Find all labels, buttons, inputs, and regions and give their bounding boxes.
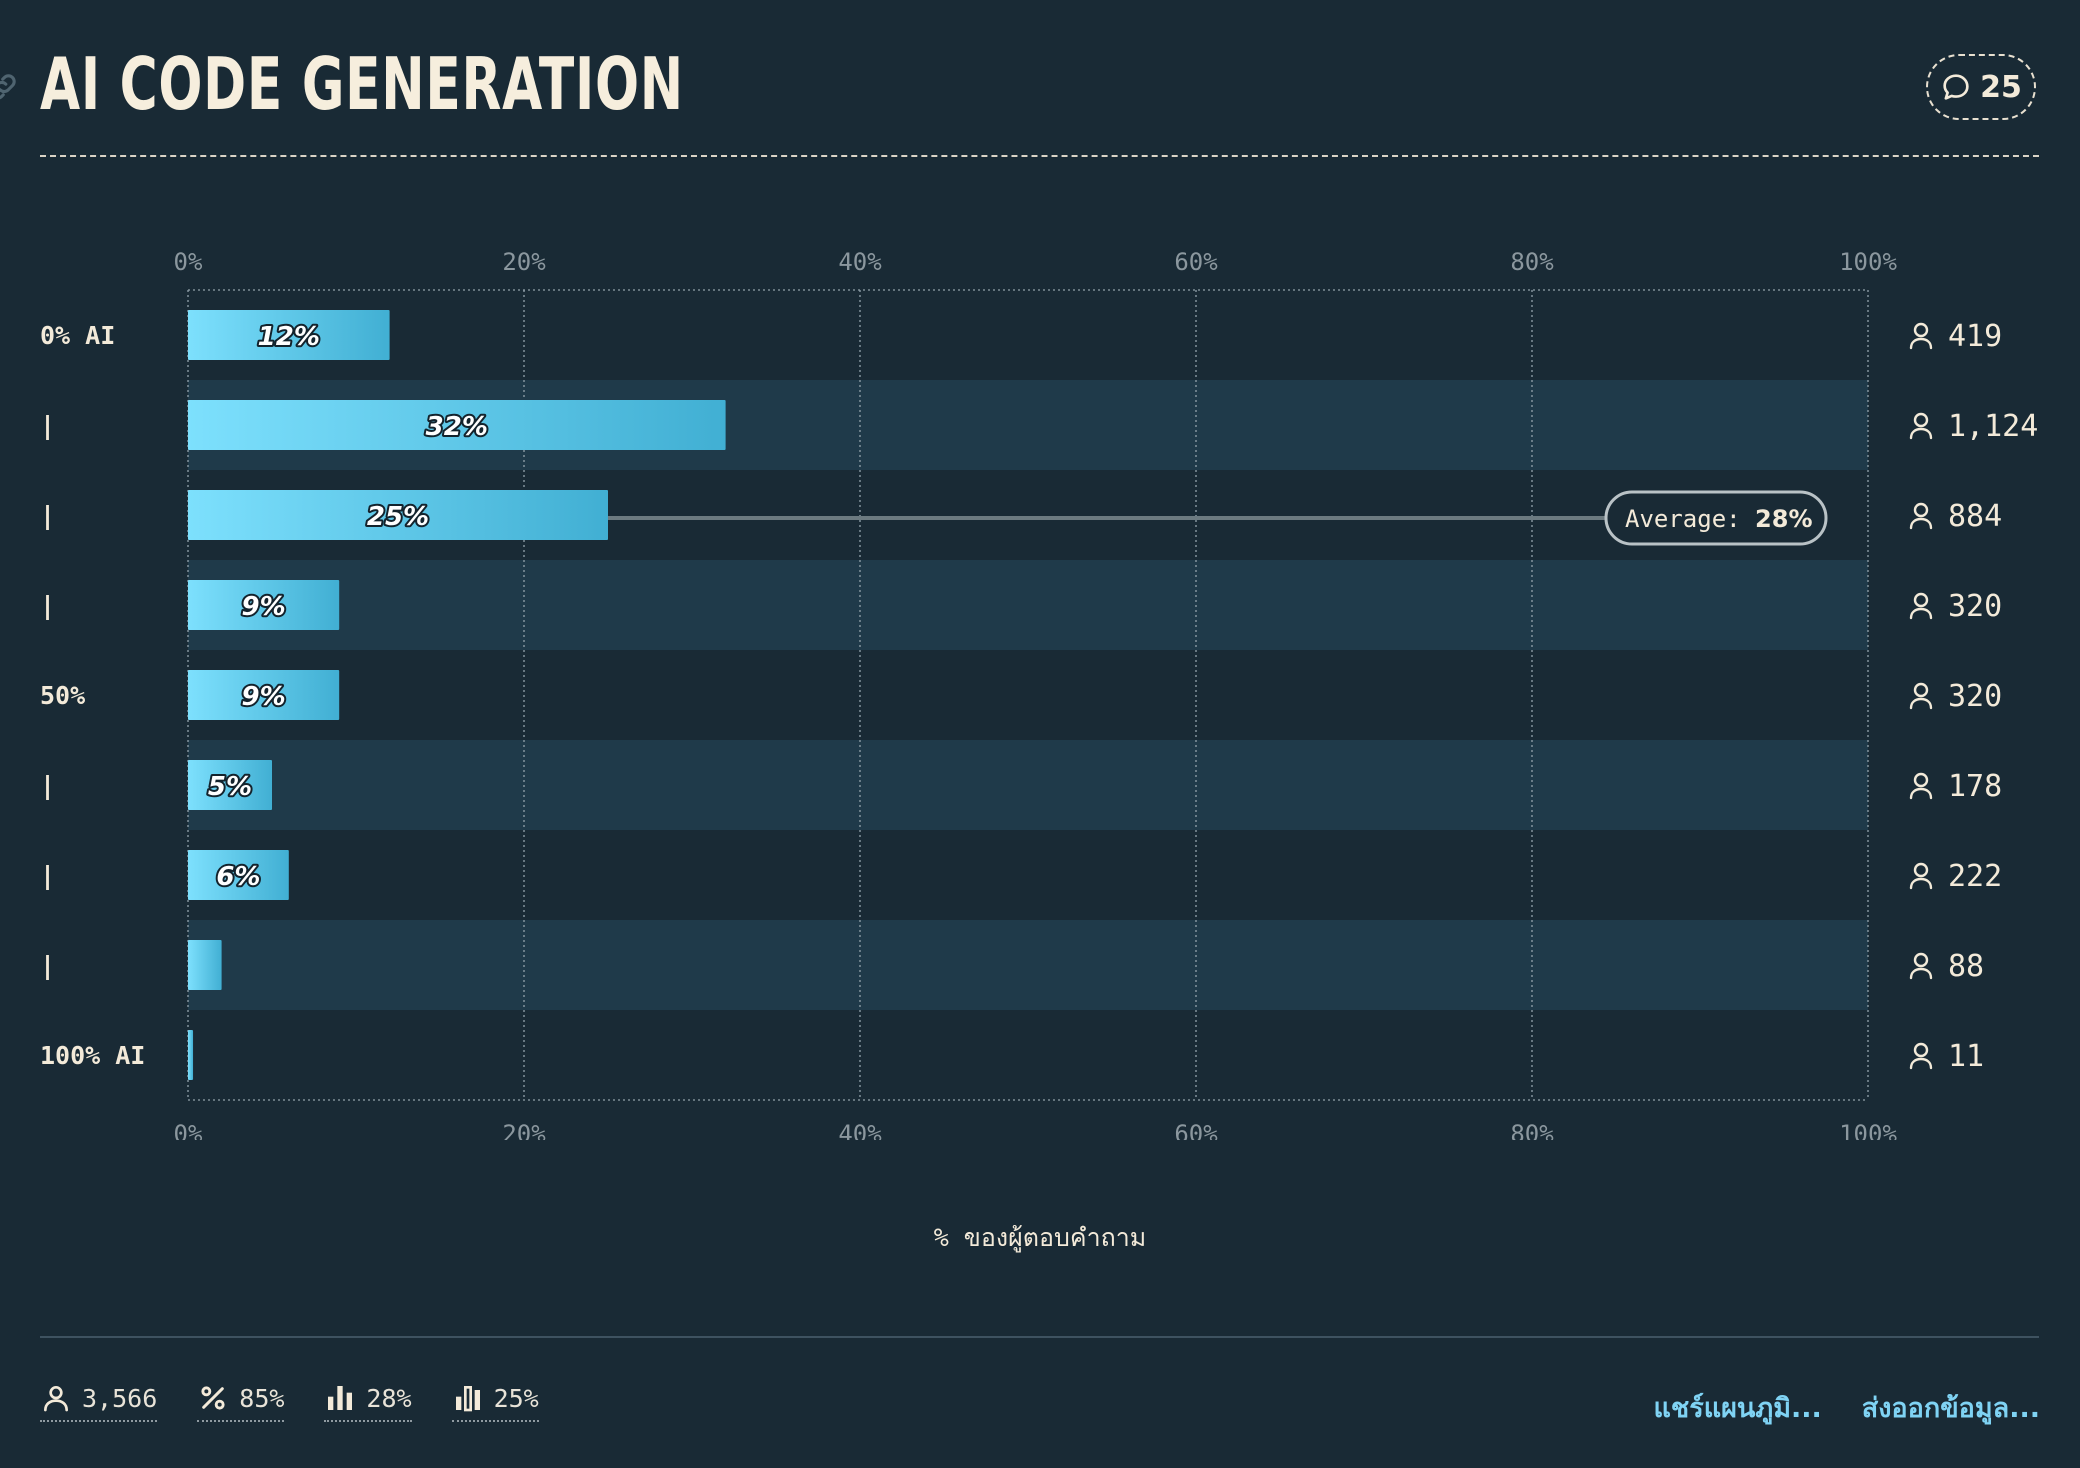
comment-count: 25 [1980,69,2022,105]
share-chart-link[interactable]: แชร์แผนภูมิ... [1653,1393,1822,1424]
x-tick-label-bottom: 0% [174,1120,203,1140]
x-tick-label-top: 20% [502,248,546,276]
average-pill [1604,490,1828,546]
respondent-count: 320 [1948,679,2002,714]
summary-stats: 3,566 85% 28% 25% [40,1382,539,1422]
export-data-link[interactable]: ส่งออกข้อมูล... [1861,1393,2040,1424]
x-tick-label-top: 100% [1839,248,1897,276]
percent-icon [201,1386,225,1410]
x-tick-label-top: 0% [174,248,203,276]
comments-button[interactable]: 25 [1926,54,2036,120]
x-tick-label-bottom: 100% [1839,1120,1897,1140]
bar-value-label: 32% [426,412,488,442]
bar-value-label: 12% [258,322,320,352]
row-band [188,560,1868,650]
x-tick-label-bottom: 60% [1174,1120,1218,1140]
chart-title: AI CODE GENERATION [40,42,684,126]
respondent-count: 222 [1948,859,2002,894]
person-icon [1909,772,1933,800]
bar-chart-icon [328,1386,353,1410]
category-label: 0% AI [40,321,115,350]
category-label: | [40,861,55,890]
average-label: Average: 28% [1625,505,1813,533]
x-tick-label-bottom: 40% [838,1120,882,1140]
chart-actions: แชร์แผนภูมิ... ส่งออกข้อมูล... [1653,1386,2040,1429]
bar-value-label: 5% [208,772,252,802]
respondent-count: 320 [1948,589,2002,624]
bar [188,940,222,990]
person-icon [1909,322,1933,350]
bar [188,400,726,450]
x-tick-label-top: 40% [838,248,882,276]
stat-average[interactable]: 28% [324,1382,412,1422]
stat-respondents[interactable]: 3,566 [40,1382,158,1422]
bar-chart-outline-icon [455,1386,480,1412]
bar [188,1030,194,1080]
bar [188,760,272,810]
bar [188,490,608,540]
person-icon [1909,592,1933,620]
person-icon [44,1386,68,1412]
category-label: | [40,771,55,800]
bar [188,310,390,360]
stat-percent-value: 85% [239,1383,285,1413]
stat-median-value: 25% [493,1383,539,1413]
x-tick-label-top: 80% [1510,248,1554,276]
x-axis-title: % ของผู้ตอบคำถาม [933,1223,1147,1252]
person-icon [1909,862,1933,890]
bar-chart: 0% 0% 20% 20% 40% 40% 60% 60% 80% 80% 100% 100% Aver… [40,248,2038,1140]
stat-median[interactable]: 25% [451,1382,539,1422]
respondent-count: 884 [1948,499,2002,534]
bar-value-label: 25% [367,502,429,532]
category-label: | [40,591,55,620]
person-icon [1909,952,1933,980]
respondent-count: 419 [1948,319,2002,354]
person-icon [1909,1042,1933,1070]
speech-bubble-icon [1943,74,1969,100]
category-label: 50% [40,681,85,710]
row-band [188,740,1868,830]
stat-average-value: 28% [366,1383,412,1413]
category-label: | [40,501,55,530]
stat-percent[interactable]: 85% [197,1382,285,1422]
bar-value-label: 9% [242,592,286,622]
x-tick-label-bottom: 20% [502,1120,546,1140]
person-icon [1909,502,1933,530]
respondent-count: 11 [1948,1039,1984,1074]
respondent-count: 1,124 [1948,409,2038,444]
footer-divider [40,1336,2039,1338]
bar-value-label: 9% [242,682,286,712]
link-icon[interactable] [0,70,20,104]
row-band [188,920,1868,1010]
category-label: | [40,411,55,440]
category-label: | [40,951,55,980]
category-label: 100% AI [40,1041,145,1070]
respondent-count: 88 [1948,949,1984,984]
title-divider [40,155,2039,157]
stat-respondents-value: 3,566 [82,1383,158,1413]
bar [188,670,340,720]
person-icon [1909,682,1933,710]
bar [188,580,340,630]
x-tick-label-top: 60% [1174,248,1218,276]
bar [188,850,289,900]
bar-value-label: 6% [216,862,260,892]
respondent-count: 178 [1948,769,2002,804]
x-tick-label-bottom: 80% [1510,1120,1554,1140]
person-icon [1909,412,1933,440]
